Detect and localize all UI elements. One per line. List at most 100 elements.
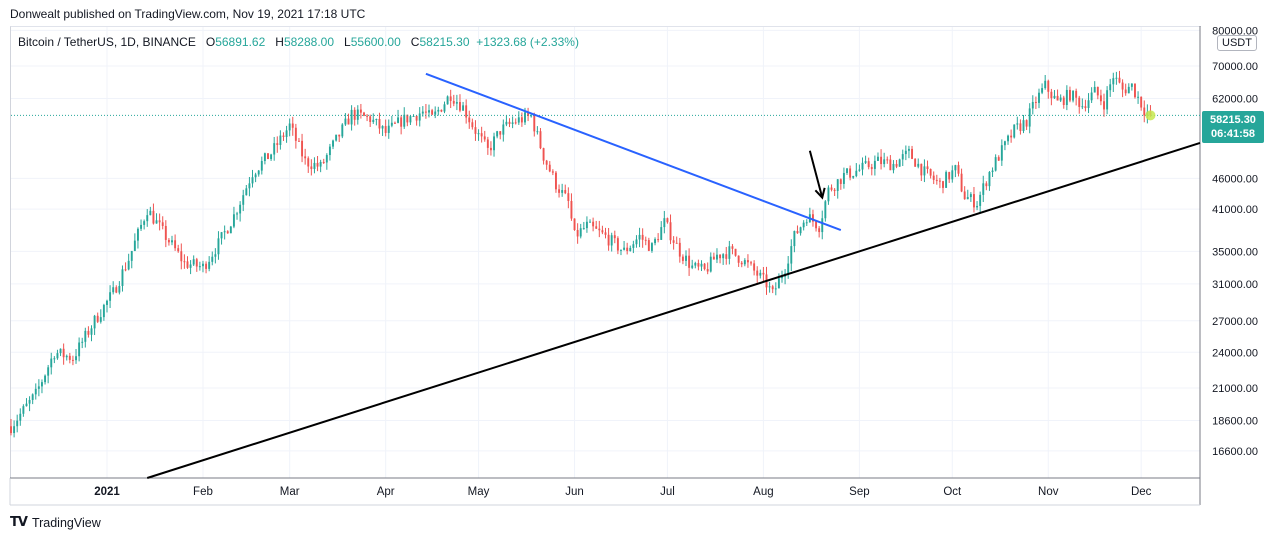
candle: [1000, 139, 1003, 166]
candle-body: [536, 131, 539, 133]
candle-body: [59, 348, 62, 354]
candle-body: [926, 166, 929, 170]
candle-body: [626, 247, 629, 252]
candle-body: [174, 240, 177, 249]
candle-body: [957, 165, 960, 174]
candle: [25, 398, 28, 407]
x-tick-label: Jul: [660, 486, 675, 498]
candle-body: [654, 239, 657, 244]
y-tick-label: 46000.00: [1212, 173, 1258, 185]
candle: [409, 115, 412, 126]
candle-body: [948, 172, 951, 180]
x-tick-label: Feb: [193, 486, 213, 498]
candle: [604, 227, 607, 239]
symbol-label[interactable]: Bitcoin / TetherUS, 1D, BINANCE: [18, 35, 196, 49]
candle-body: [1124, 89, 1127, 94]
candle: [997, 155, 1000, 162]
candle-body: [1047, 80, 1050, 92]
candle: [65, 354, 68, 361]
candle: [130, 250, 133, 269]
candle-body: [963, 191, 966, 200]
candle-body: [935, 179, 938, 181]
candle: [753, 260, 756, 276]
candle-body: [1143, 107, 1146, 116]
y-tick-label: 35000.00: [1212, 246, 1258, 258]
candle: [393, 121, 396, 124]
chart-pane[interactable]: [10, 26, 1201, 479]
candle: [211, 251, 214, 266]
candle: [935, 174, 938, 185]
footer-brand[interactable]: TV TradingView: [10, 515, 101, 530]
candle: [437, 106, 440, 116]
candle-body: [1022, 120, 1025, 131]
candle: [452, 94, 455, 107]
candle: [650, 242, 653, 253]
candle: [1109, 78, 1112, 97]
candle: [493, 132, 495, 157]
candle: [616, 236, 619, 255]
candle: [480, 126, 483, 143]
candle-body: [87, 330, 90, 335]
candle-body: [737, 255, 740, 263]
candle: [694, 261, 697, 269]
candle: [62, 343, 65, 365]
candle: [465, 99, 468, 124]
high-key: H: [275, 35, 284, 49]
candle-body: [558, 189, 561, 193]
candle-body: [403, 114, 406, 127]
candle: [973, 187, 975, 213]
candle: [1028, 103, 1031, 134]
candle-body: [332, 140, 334, 147]
candle: [691, 259, 694, 270]
candle-body: [75, 356, 77, 361]
candle: [59, 348, 62, 357]
candle: [731, 244, 734, 255]
candle: [1143, 100, 1146, 123]
candle: [793, 230, 796, 253]
candle-body: [56, 353, 59, 359]
candle-body: [158, 220, 161, 223]
candle-body: [136, 228, 139, 241]
candle-body: [533, 115, 536, 132]
candle-body: [979, 194, 982, 206]
candle-body: [1075, 90, 1078, 98]
candle-body: [217, 238, 220, 255]
candle: [397, 109, 400, 124]
candle: [539, 128, 542, 150]
candle-body: [1044, 80, 1047, 89]
candle-body: [65, 355, 68, 358]
candle: [777, 273, 780, 289]
candle-body: [369, 116, 372, 122]
candle-body: [811, 214, 814, 222]
candle: [570, 193, 573, 221]
candle: [384, 119, 387, 137]
candle-body: [796, 231, 799, 234]
candle-body: [449, 96, 452, 101]
candle: [273, 136, 276, 161]
candle-body: [384, 126, 387, 133]
candle-body: [554, 172, 557, 190]
candle: [675, 236, 678, 244]
candle: [477, 129, 480, 141]
candle-body: [1118, 77, 1121, 83]
candle: [245, 185, 248, 196]
currency-unit-button[interactable]: USDT: [1217, 35, 1257, 51]
candle-body: [90, 328, 93, 335]
candle-body: [802, 222, 805, 228]
candle: [102, 303, 105, 321]
candle-body: [1062, 97, 1065, 106]
candle: [19, 408, 22, 426]
candle-body: [740, 262, 743, 265]
candle: [474, 120, 477, 141]
candle-body: [480, 133, 483, 137]
candle: [629, 245, 632, 252]
x-tick-label: Sep: [849, 486, 869, 498]
candle: [561, 183, 564, 197]
candle-body: [855, 170, 858, 177]
candle: [678, 237, 681, 263]
candle: [251, 169, 254, 188]
candle: [106, 299, 108, 313]
candle: [1118, 70, 1121, 84]
close-key: C: [410, 35, 420, 49]
